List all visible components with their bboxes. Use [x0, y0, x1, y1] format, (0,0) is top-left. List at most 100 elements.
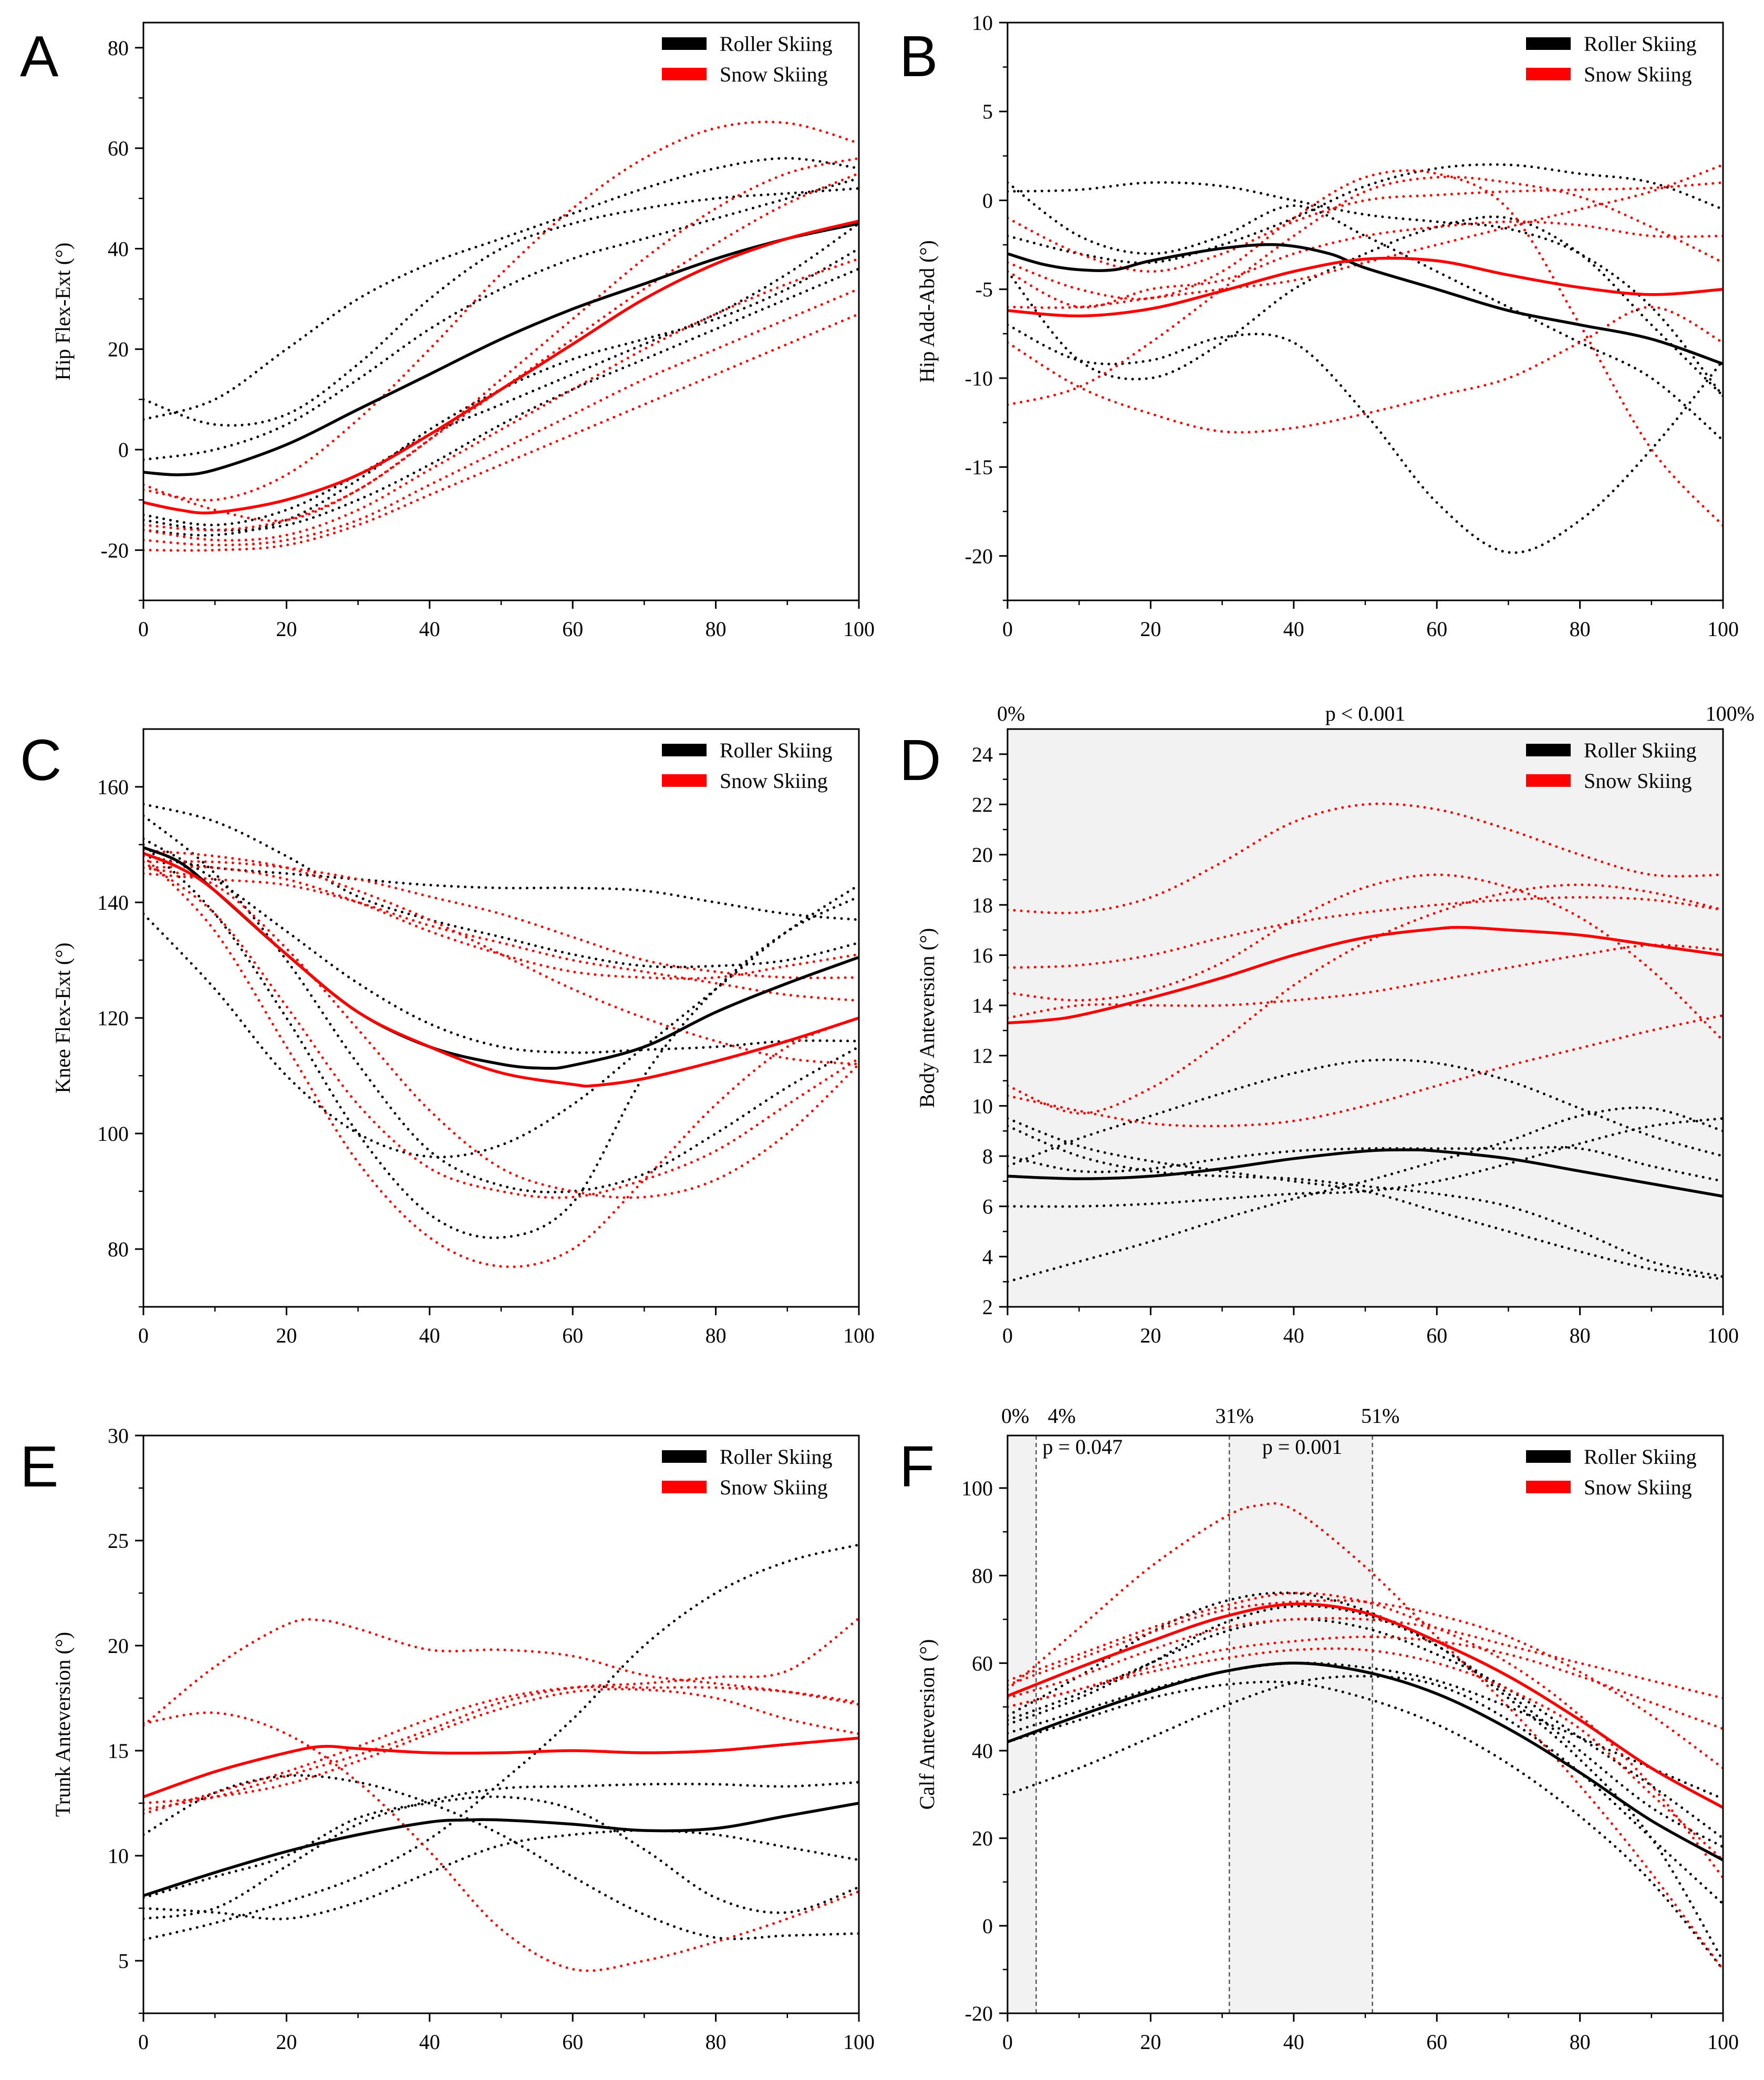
- panel-c: 0 20 40 60 80 100 80 100 120 140 160 Knee Flex-Ext …: [20, 728, 875, 1347]
- legend-label-roller: Roller Skiing: [1584, 739, 1696, 762]
- legend-label-roller: Roller Skiing: [720, 739, 832, 762]
- roller-dotted-line: [143, 837, 859, 1054]
- panel-letter: D: [899, 728, 941, 793]
- roller-dotted-line: [143, 883, 859, 1159]
- x-tick-label: 100: [1707, 2030, 1739, 2054]
- snow-dotted-line: [143, 872, 859, 1002]
- x-tick-label: 20: [1140, 1324, 1161, 1347]
- snow-dotted-line: [143, 120, 859, 502]
- roller-dotted-line: [143, 855, 859, 921]
- roller-dotted-line: [143, 814, 859, 1194]
- percent-annotation: 0%: [1001, 1404, 1029, 1428]
- x-tick-label: 20: [1140, 617, 1161, 641]
- panel-letter: C: [20, 728, 61, 793]
- y-tick-label: 8: [982, 1145, 993, 1168]
- series-group: [1008, 163, 1723, 554]
- y-axis-label: Trunk Anteversion (°): [51, 1632, 75, 1817]
- y-axis-label: Knee Flex-Ext (°): [51, 942, 75, 1093]
- y-axis-label: Hip Add-Abd (°): [915, 240, 939, 383]
- x-tick-label: 80: [705, 2030, 727, 2054]
- panel-a: 0 20 40 60 80 100 -20 0 20 40 60 80 Hip Flex-Ext (°)…: [20, 22, 875, 641]
- y-tick-label: 2: [982, 1295, 993, 1319]
- roller-dotted-line: [1008, 1661, 1723, 1801]
- snow-dotted-line: [143, 860, 859, 1199]
- y-tick-label: 6: [982, 1195, 993, 1219]
- roller-dotted-line: [1008, 1117, 1723, 1208]
- p-value-annotation: p < 0.001: [1325, 702, 1406, 725]
- snow-dotted-line: [1008, 1647, 1723, 1861]
- x-tick-label: 0: [138, 617, 149, 641]
- snow-dotted-line: [143, 1617, 859, 1811]
- x-tick-label: 40: [1283, 617, 1304, 641]
- plot-frame: [1006, 22, 1724, 601]
- snow-dotted-line: [1008, 943, 1723, 1020]
- roller-dotted-line: [143, 267, 859, 532]
- roller-dotted-line: [143, 1543, 859, 1941]
- panel-letter: F: [899, 1434, 935, 1499]
- roller-dotted-line: [1008, 1125, 1723, 1278]
- legend-label-snow: Snow Skiing: [720, 1475, 828, 1499]
- snow-dotted-line: [143, 1711, 859, 1972]
- y-tick-label: 0: [982, 1914, 993, 1938]
- roller-dotted-line: [1008, 1058, 1723, 1168]
- y-tick-label: 80: [972, 1564, 993, 1588]
- snow-dotted-line: [1008, 169, 1723, 527]
- roller-dotted-line: [1008, 215, 1723, 398]
- snow-dotted-line: [1008, 220, 1723, 309]
- x-tick-label: 60: [1426, 617, 1447, 641]
- y-tick-label: 10: [972, 11, 993, 35]
- roller-solid-line: [143, 222, 859, 476]
- y-tick-label: 18: [972, 893, 993, 917]
- x-tick-label: 60: [1426, 2030, 1447, 2054]
- snow-dotted-line: [143, 855, 859, 1268]
- roller-dotted-line: [1008, 1146, 1723, 1183]
- legend-label-snow: Snow Skiing: [1584, 63, 1692, 86]
- y-tick-label: 25: [108, 1529, 129, 1553]
- x-tick-label: 40: [1283, 2030, 1304, 2054]
- y-tick-label: 20: [972, 843, 993, 867]
- y-tick-label: 0: [982, 189, 993, 212]
- roller-dotted-line: [1008, 1591, 1723, 1848]
- x-tick-label: 100: [843, 2030, 875, 2054]
- y-tick-label: 80: [108, 1237, 129, 1261]
- snow-dotted-line: [143, 860, 859, 980]
- roller-solid-line: [143, 1802, 859, 1897]
- y-tick-label: -20: [965, 544, 993, 568]
- y-axis-label: Calf Anteversion (°): [915, 1639, 939, 1810]
- snow-dotted-line: [1008, 1592, 1723, 1879]
- snow-dotted-line: [1008, 163, 1723, 309]
- x-tick-label: 40: [1283, 1324, 1304, 1347]
- roller-solid-line: [1008, 1148, 1723, 1198]
- x-tick-label: 60: [562, 617, 583, 641]
- y-tick-label: 100: [961, 1476, 993, 1500]
- snow-dotted-line: [1008, 1502, 1723, 1971]
- roller-dotted-line: [143, 1795, 859, 1915]
- y-tick-label: 20: [108, 1634, 129, 1658]
- x-tick-label: 100: [843, 1324, 875, 1347]
- y-tick-label: 4: [982, 1245, 993, 1268]
- y-tick-label: 24: [972, 743, 993, 766]
- snow-dotted-line: [143, 1688, 859, 1805]
- percent-annotation: 31%: [1216, 1404, 1254, 1428]
- roller-dotted-line: [143, 177, 859, 461]
- legend-label-roller: Roller Skiing: [720, 1445, 832, 1469]
- x-tick-label: 100: [1707, 617, 1739, 641]
- x-tick-label: 100: [1707, 1324, 1739, 1347]
- y-tick-label: -20: [965, 2002, 993, 2025]
- snow-dotted-line: [1008, 1599, 1723, 1770]
- x-tick-label: 40: [419, 2030, 440, 2054]
- y-tick-label: 10: [972, 1094, 993, 1118]
- y-tick-label: 40: [108, 237, 129, 261]
- roller-dotted-line: [143, 247, 859, 537]
- series-group: [143, 120, 859, 552]
- snow-dotted-line: [143, 172, 859, 532]
- snow-solid-line: [1008, 925, 1723, 1025]
- x-tick-label: 80: [1570, 617, 1591, 641]
- panel-letter: A: [20, 24, 59, 89]
- snow-solid-line: [143, 851, 859, 1088]
- x-tick-label: 80: [705, 1324, 727, 1347]
- significance-region: [1008, 729, 1723, 1307]
- p-value-annotation: p = 0.001: [1262, 1435, 1343, 1459]
- percent-annotation: 4%: [1047, 1404, 1075, 1428]
